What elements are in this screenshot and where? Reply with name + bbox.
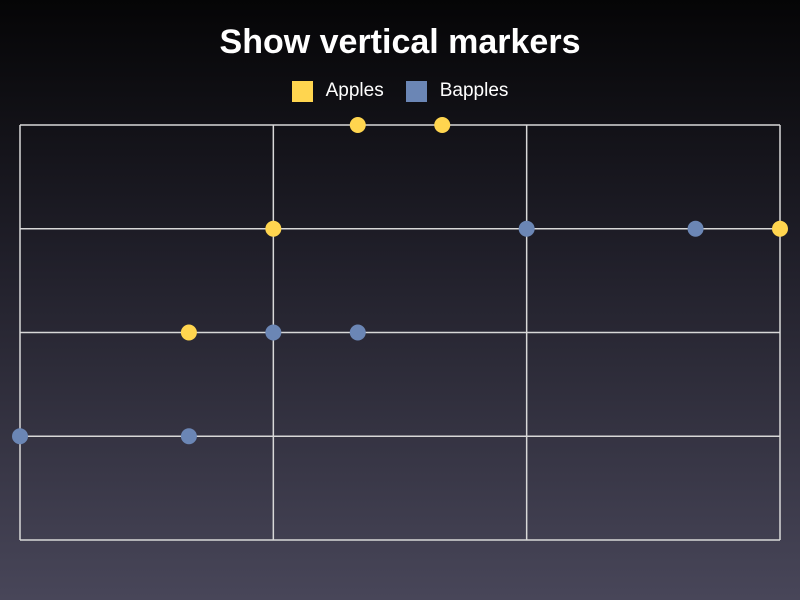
chart-title: Show vertical markers: [219, 23, 581, 61]
point-bapples-0[interactable]: [12, 428, 28, 445]
point-bapples-2[interactable]: [180, 428, 197, 445]
legend-item-apples[interactable]: Apples: [291, 80, 384, 102]
legend: Apples Bapples: [0, 80, 800, 102]
legend-label-bapples: Bapples: [439, 80, 509, 101]
point-apples-3[interactable]: [265, 220, 282, 237]
point-apples-2[interactable]: [180, 324, 197, 341]
legend-item-bapples[interactable]: Bapples: [405, 80, 509, 102]
legend-swatch-bapples: [405, 80, 427, 102]
legend-label-apples: Apples: [325, 80, 384, 101]
point-apples-4[interactable]: [349, 117, 366, 133]
point-bapples-8[interactable]: [687, 220, 704, 237]
grid: [19, 124, 781, 541]
point-bapples-4[interactable]: [349, 324, 366, 341]
point-bapples-6[interactable]: [518, 220, 535, 237]
legend-swatch-apples: [291, 80, 313, 102]
point-apples-5[interactable]: [434, 117, 451, 133]
point-apples-9[interactable]: [772, 220, 788, 237]
point-bapples-3[interactable]: [265, 324, 282, 341]
data-points: [12, 117, 788, 445]
